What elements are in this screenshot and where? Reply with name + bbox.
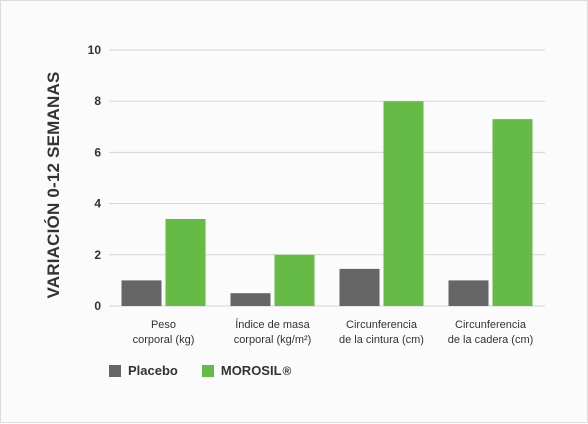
- bar-morosil-3: [492, 119, 533, 307]
- bar-placebo-1: [230, 293, 271, 306]
- bar-placebo-0: [121, 280, 162, 306]
- y-tick-label: 0: [94, 299, 101, 313]
- legend-label-morosil: MOROSIL: [220, 363, 282, 378]
- y-tick-labels: 0 2 4 6 8 10: [88, 43, 102, 313]
- y-tick-label: 8: [94, 94, 101, 108]
- registered-mark: ®: [282, 363, 292, 378]
- legend-swatch-placebo: [109, 364, 121, 377]
- category-label: Índice de masa corporal (kg/m²): [234, 318, 312, 346]
- bar-morosil-2: [383, 101, 424, 306]
- y-tick-label: 10: [88, 43, 102, 57]
- bar-placebo-3: [448, 280, 489, 306]
- y-tick-label: 4: [94, 197, 101, 211]
- bars: [121, 101, 533, 307]
- legend-item-morosil: MOROSIL ®: [201, 363, 292, 378]
- y-tick-label: 2: [94, 248, 101, 262]
- category-label: Circunferencia de la cadera (cm): [448, 319, 534, 346]
- bar-morosil-0: [165, 218, 206, 306]
- category-labels: Peso corporal (kg) Índice de masa corporal …: [133, 318, 534, 346]
- category-label: Peso corporal (kg): [133, 319, 195, 346]
- legend-label-placebo: Placebo: [128, 363, 178, 378]
- bar-placebo-2: [339, 268, 380, 306]
- y-axis-label: VARIACIÓN 0-12 SEMANAS: [44, 71, 63, 298]
- bar-morosil-1: [274, 254, 315, 306]
- legend-item-placebo: Placebo: [109, 363, 178, 378]
- category-label: Circunferencia de la cintura (cm): [339, 319, 424, 346]
- legend: Placebo MOROSIL ®: [109, 363, 315, 378]
- y-tick-label: 6: [94, 145, 101, 159]
- legend-swatch-morosil: [201, 364, 214, 377]
